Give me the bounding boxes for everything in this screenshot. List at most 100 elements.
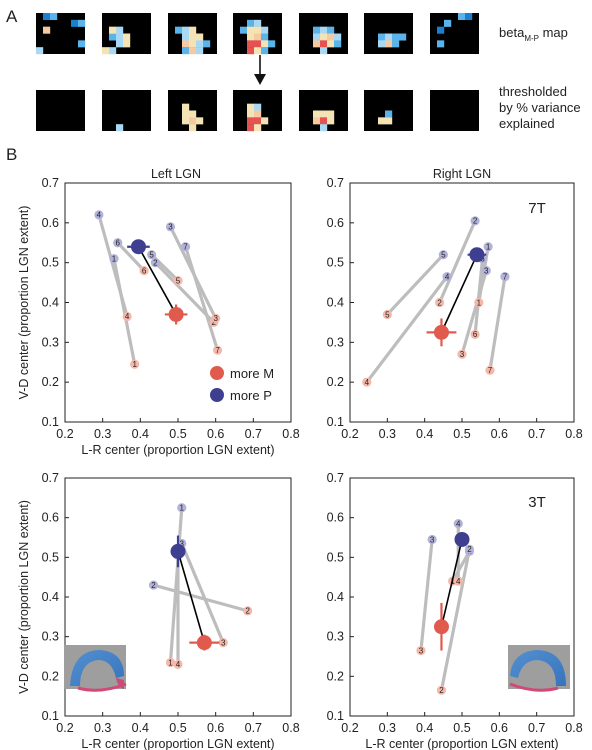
m-point	[173, 659, 183, 670]
m-point-label: 4	[176, 660, 181, 669]
p-point-label: 5	[441, 251, 446, 260]
y-tick-label: 0.3	[42, 335, 59, 349]
map-voxel	[392, 40, 400, 48]
m-point-label: 5	[385, 310, 390, 319]
x-tick-label: 0.3	[94, 721, 111, 735]
threshold-label: thresholded by % variance explained	[499, 84, 584, 131]
y-tick-label: 0.7	[42, 471, 59, 485]
y-tick-label: 0.3	[327, 335, 344, 349]
map-voxel	[240, 26, 248, 34]
m-point	[139, 266, 149, 276]
p-point	[109, 254, 119, 264]
x-tick-label: 0.4	[132, 427, 149, 441]
p-point	[470, 216, 480, 226]
map-voxel	[254, 110, 262, 118]
map-voxel	[313, 117, 321, 125]
map-voxel	[247, 19, 255, 27]
subject-line	[116, 241, 146, 273]
p-point-label: 3	[430, 535, 435, 544]
subject-line	[460, 269, 488, 356]
map-voxel	[123, 33, 131, 41]
x-axis-label: L-R center (proportion LGN extent)	[365, 737, 558, 750]
map-voxel	[254, 117, 262, 125]
map-voxel	[261, 40, 269, 48]
plot-frame	[349, 182, 575, 423]
map-voxel	[392, 33, 400, 41]
mean-line	[177, 551, 206, 643]
mean-line	[440, 539, 463, 627]
map-voxel	[313, 40, 321, 48]
y-tick-label: 0.5	[327, 256, 344, 270]
scatter-plot-4: 0.2 0.3 0.4 0.5 0.6 0.7 0.80.10.20.30.40.50.60…	[327, 471, 583, 750]
map-voxel	[78, 19, 86, 27]
x-tick-label: 0.3	[379, 721, 396, 735]
map-voxel	[320, 26, 328, 34]
map-voxel	[313, 26, 321, 34]
map-voxel	[320, 33, 328, 41]
p-point	[483, 242, 493, 252]
y-tick-label: 0.5	[327, 550, 344, 564]
x-tick-label: 0.4	[132, 721, 149, 735]
x-tick-label: 0.8	[282, 721, 299, 735]
map-voxel	[320, 110, 328, 118]
subject-line	[151, 583, 250, 613]
subject-line	[488, 275, 507, 372]
p-point	[442, 272, 452, 282]
map-voxel	[320, 124, 328, 132]
p-point	[500, 272, 510, 282]
x-axis-label: L-R center (proportion LGN extent)	[81, 737, 274, 750]
scatter-plot-3: 0.2 0.3 0.4 0.5 0.6 0.7 0.80.10.20.30.40.50.60…	[17, 471, 300, 750]
map-voxel	[261, 117, 269, 125]
map-voxel	[378, 33, 386, 41]
m-point-label: 6	[473, 330, 478, 339]
map-voxel	[247, 103, 255, 111]
x-tick-label: 0.2	[56, 427, 73, 441]
m-point	[130, 359, 140, 369]
m-point	[457, 349, 467, 359]
map-voxel	[385, 110, 393, 118]
map-voxel	[247, 33, 255, 41]
map-voxel	[437, 40, 445, 48]
legend: more M more P	[210, 366, 274, 403]
p-point	[147, 250, 157, 260]
p-point	[94, 210, 104, 220]
map-voxel	[247, 26, 255, 34]
map-voxel	[247, 47, 255, 55]
scatter-plot-1: 0.2 0.3 0.4 0.5 0.6 0.7 0.80.10.20.30.40.50.60…	[17, 167, 300, 457]
y-tick-label: 0.7	[327, 471, 344, 485]
map-voxel	[437, 26, 445, 34]
thresholded-tile	[36, 90, 85, 131]
mean-p-marker	[454, 531, 470, 547]
x-tick-label: 0.5	[169, 427, 186, 441]
p-point-label: 3	[168, 223, 173, 232]
map-voxel	[268, 40, 276, 48]
subject-line	[168, 506, 184, 665]
map-voxel	[196, 117, 204, 125]
map-voxel	[102, 47, 110, 55]
subject-line	[385, 253, 445, 317]
m-point	[218, 638, 228, 648]
map-voxel	[254, 103, 262, 111]
y-axis-label: V-D center (proportion LGN extent)	[17, 500, 31, 694]
p-point	[481, 266, 491, 276]
mean-p-marker	[130, 239, 146, 255]
map-voxel	[385, 40, 393, 48]
x-tick-label: 0.8	[282, 427, 299, 441]
m-point	[212, 345, 223, 355]
y-tick-label: 0.4	[327, 590, 344, 604]
map-voxel	[116, 33, 124, 41]
map-voxel	[182, 47, 190, 55]
x-tick-label: 0.6	[491, 721, 508, 735]
map-voxel	[327, 33, 335, 41]
thresholded-tile	[102, 90, 151, 131]
p-point-label: 7	[183, 243, 188, 252]
map-voxel	[320, 47, 328, 55]
map-voxel	[254, 47, 262, 55]
map-voxel	[116, 26, 124, 34]
p-point	[453, 519, 463, 529]
x-tick-label: 0.7	[245, 721, 262, 735]
map-voxel	[189, 26, 197, 34]
m-point-label: 2	[437, 298, 442, 307]
map-voxel	[334, 33, 342, 41]
